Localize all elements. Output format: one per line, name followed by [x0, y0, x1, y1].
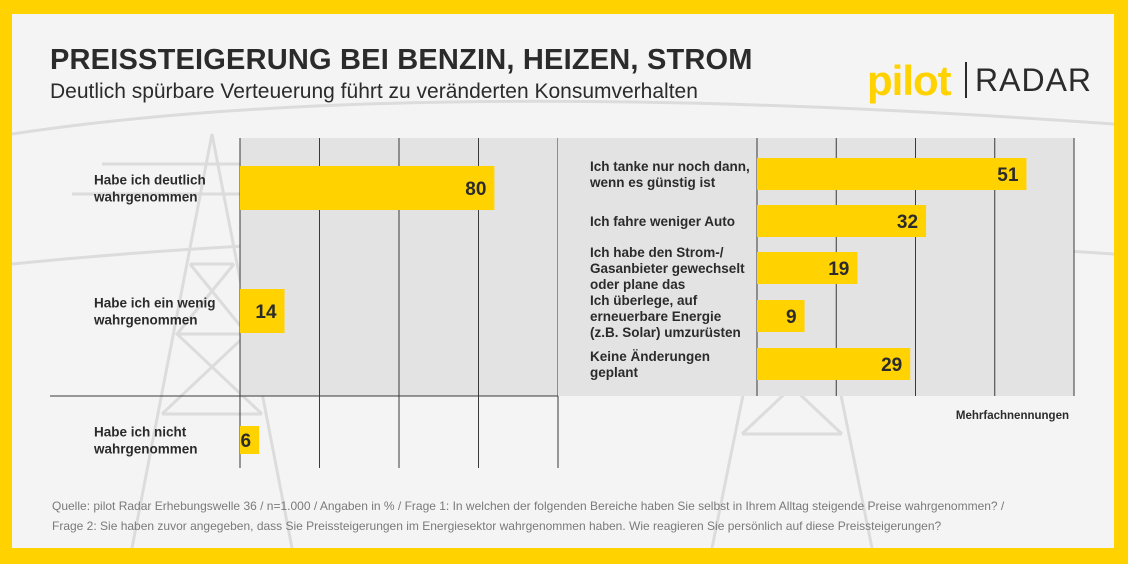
chart2-category-label: wenn es günstig ist: [589, 175, 716, 190]
chart1-value-label: 14: [255, 302, 277, 323]
chart1-category-label: wahrgenommen: [93, 442, 198, 457]
chart2-category-label: oder plane das: [590, 277, 685, 292]
chart2-category-label: Ich fahre weniger Auto: [590, 214, 735, 229]
chart2-category-label: Ich überlege, auf: [590, 293, 698, 308]
chart2-category-label: erneuerbare Energie: [590, 309, 722, 324]
chart2-category-label: Keine Änderungen: [590, 349, 710, 364]
source-line-1: Quelle: pilot Radar Erhebungswelle 36 / …: [52, 499, 1005, 513]
chart1-value-label: 6: [241, 431, 252, 452]
chart2-category-label: Gasanbieter gewechselt: [590, 261, 745, 276]
page-title: PREISSTEIGERUNG BEI BENZIN, HEIZEN, STRO…: [50, 44, 753, 76]
infographic-panel: PREISSTEIGERUNG BEI BENZIN, HEIZEN, STRO…: [12, 14, 1114, 548]
logo-radar-text: RADAR: [975, 62, 1093, 98]
chart1-value-label: 80: [465, 179, 486, 200]
chart1-category-label: Habe ich deutlich: [94, 173, 206, 188]
chart2-category-label: geplant: [590, 365, 639, 380]
bar-charts: 80 Habe ich deutlich wahrgenommen 14 Habe ic…: [50, 138, 1075, 468]
chart1-bar: [240, 426, 260, 454]
chart2-bar: [757, 205, 927, 237]
chart1-bar: [240, 166, 495, 210]
chart1-category-label: Habe ich ein wenig: [94, 296, 216, 311]
chart2-bar: [757, 158, 1027, 190]
chart2-value-label: 32: [897, 212, 918, 233]
chart2-bar: [757, 348, 911, 380]
page-subtitle: Deutlich spürbare Verteuerung führt zu v…: [50, 80, 698, 103]
chart2-category-label: Ich tanke nur noch dann,: [590, 159, 750, 174]
source-line-2: Frage 2: Sie haben zuvor angegeben, dass…: [52, 519, 942, 533]
chart2-category-label: Ich habe den Strom-/: [590, 245, 724, 260]
chart2-value-label: 51: [997, 165, 1019, 186]
chart2-note: Mehrfachnennungen: [956, 410, 1069, 422]
chart1-bar: [240, 289, 285, 333]
chart1-category-label: wahrgenommen: [93, 313, 198, 328]
chart1-category-label: Habe ich nicht: [94, 425, 187, 440]
logo-divider: [965, 62, 967, 98]
chart1-category-label: wahrgenommen: [93, 190, 198, 205]
chart2-value-label: 9: [786, 307, 797, 328]
chart2-category-label: (z.B. Solar) umzurüsten: [590, 325, 741, 340]
source-note: Quelle: pilot Radar Erhebungswelle 36 / …: [52, 496, 1092, 536]
chart2-value-label: 29: [881, 355, 902, 376]
chart2-bar: [757, 300, 805, 332]
chart2-value-label: 19: [828, 259, 849, 280]
logo-pilot-text: pilot: [867, 57, 952, 104]
chart2-bar: [757, 252, 858, 284]
